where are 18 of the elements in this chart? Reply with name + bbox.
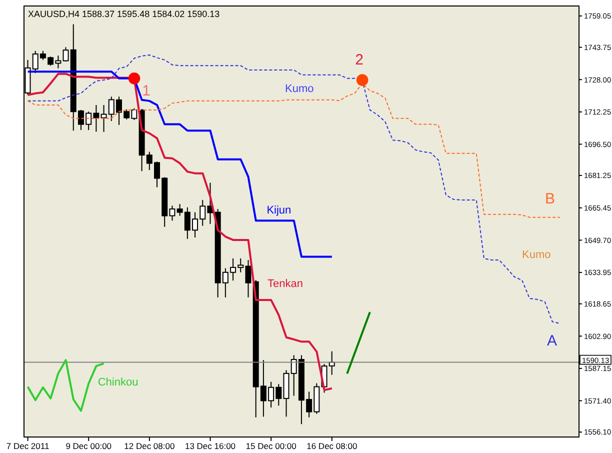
series-label: Tenkan xyxy=(267,278,303,290)
annotation: Kumo xyxy=(285,83,314,95)
x-tick-label: 16 Dec 08:00 xyxy=(306,441,358,451)
series-label: Chinkou xyxy=(98,376,138,388)
line-series xyxy=(27,54,560,324)
x-tick-label: 13 Dec 16:00 xyxy=(184,441,236,451)
annotation: 2 xyxy=(355,52,364,69)
series-label: B xyxy=(544,190,555,208)
x-tick-label: 7 Dec 2011 xyxy=(6,441,50,451)
x-tick-label: 15 Dec 00:00 xyxy=(246,441,297,451)
series-label: Kijun xyxy=(266,204,292,217)
annotation: 1 xyxy=(142,82,150,100)
x-tick-label: 9 Dec 00:00 xyxy=(66,441,112,451)
annotation: Kumo xyxy=(522,249,551,261)
chart-title: XAUUSD,H4 1588.37 1595.48 1584.02 1590.13 xyxy=(28,9,220,19)
x-tick-label: 12 Dec 08:00 xyxy=(124,441,175,451)
line-series xyxy=(26,72,333,392)
series-label: A xyxy=(546,332,557,350)
